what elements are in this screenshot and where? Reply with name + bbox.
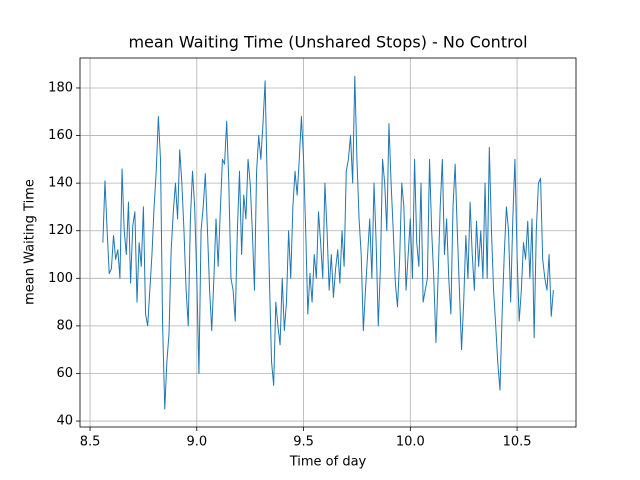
x-tick-label: 10.5 xyxy=(503,435,532,450)
y-tick-label: 60 xyxy=(56,366,73,381)
y-tick-label: 80 xyxy=(56,318,73,333)
x-tick-label: 9.0 xyxy=(186,435,207,450)
axes-frame xyxy=(79,57,577,428)
y-tick-label: 120 xyxy=(48,223,73,238)
y-tick-label: 160 xyxy=(48,128,73,143)
x-tick-label: 8.5 xyxy=(80,435,101,450)
y-tick-label: 140 xyxy=(48,176,73,191)
x-axis-label: Time of day xyxy=(289,455,367,470)
y-tick-label: 180 xyxy=(48,80,73,95)
grid xyxy=(80,58,576,427)
chart-title: mean Waiting Time (Unshared Stops) - No … xyxy=(128,33,527,52)
y-tick-label: 40 xyxy=(56,414,73,429)
x-tick-label: 10.0 xyxy=(396,435,425,450)
data-line xyxy=(102,75,554,410)
y-axis-label: mean Waiting Time xyxy=(23,179,38,305)
y-tick-label: 100 xyxy=(48,271,73,286)
plot-area xyxy=(102,75,554,410)
x-tick-label: 9.5 xyxy=(293,435,314,450)
